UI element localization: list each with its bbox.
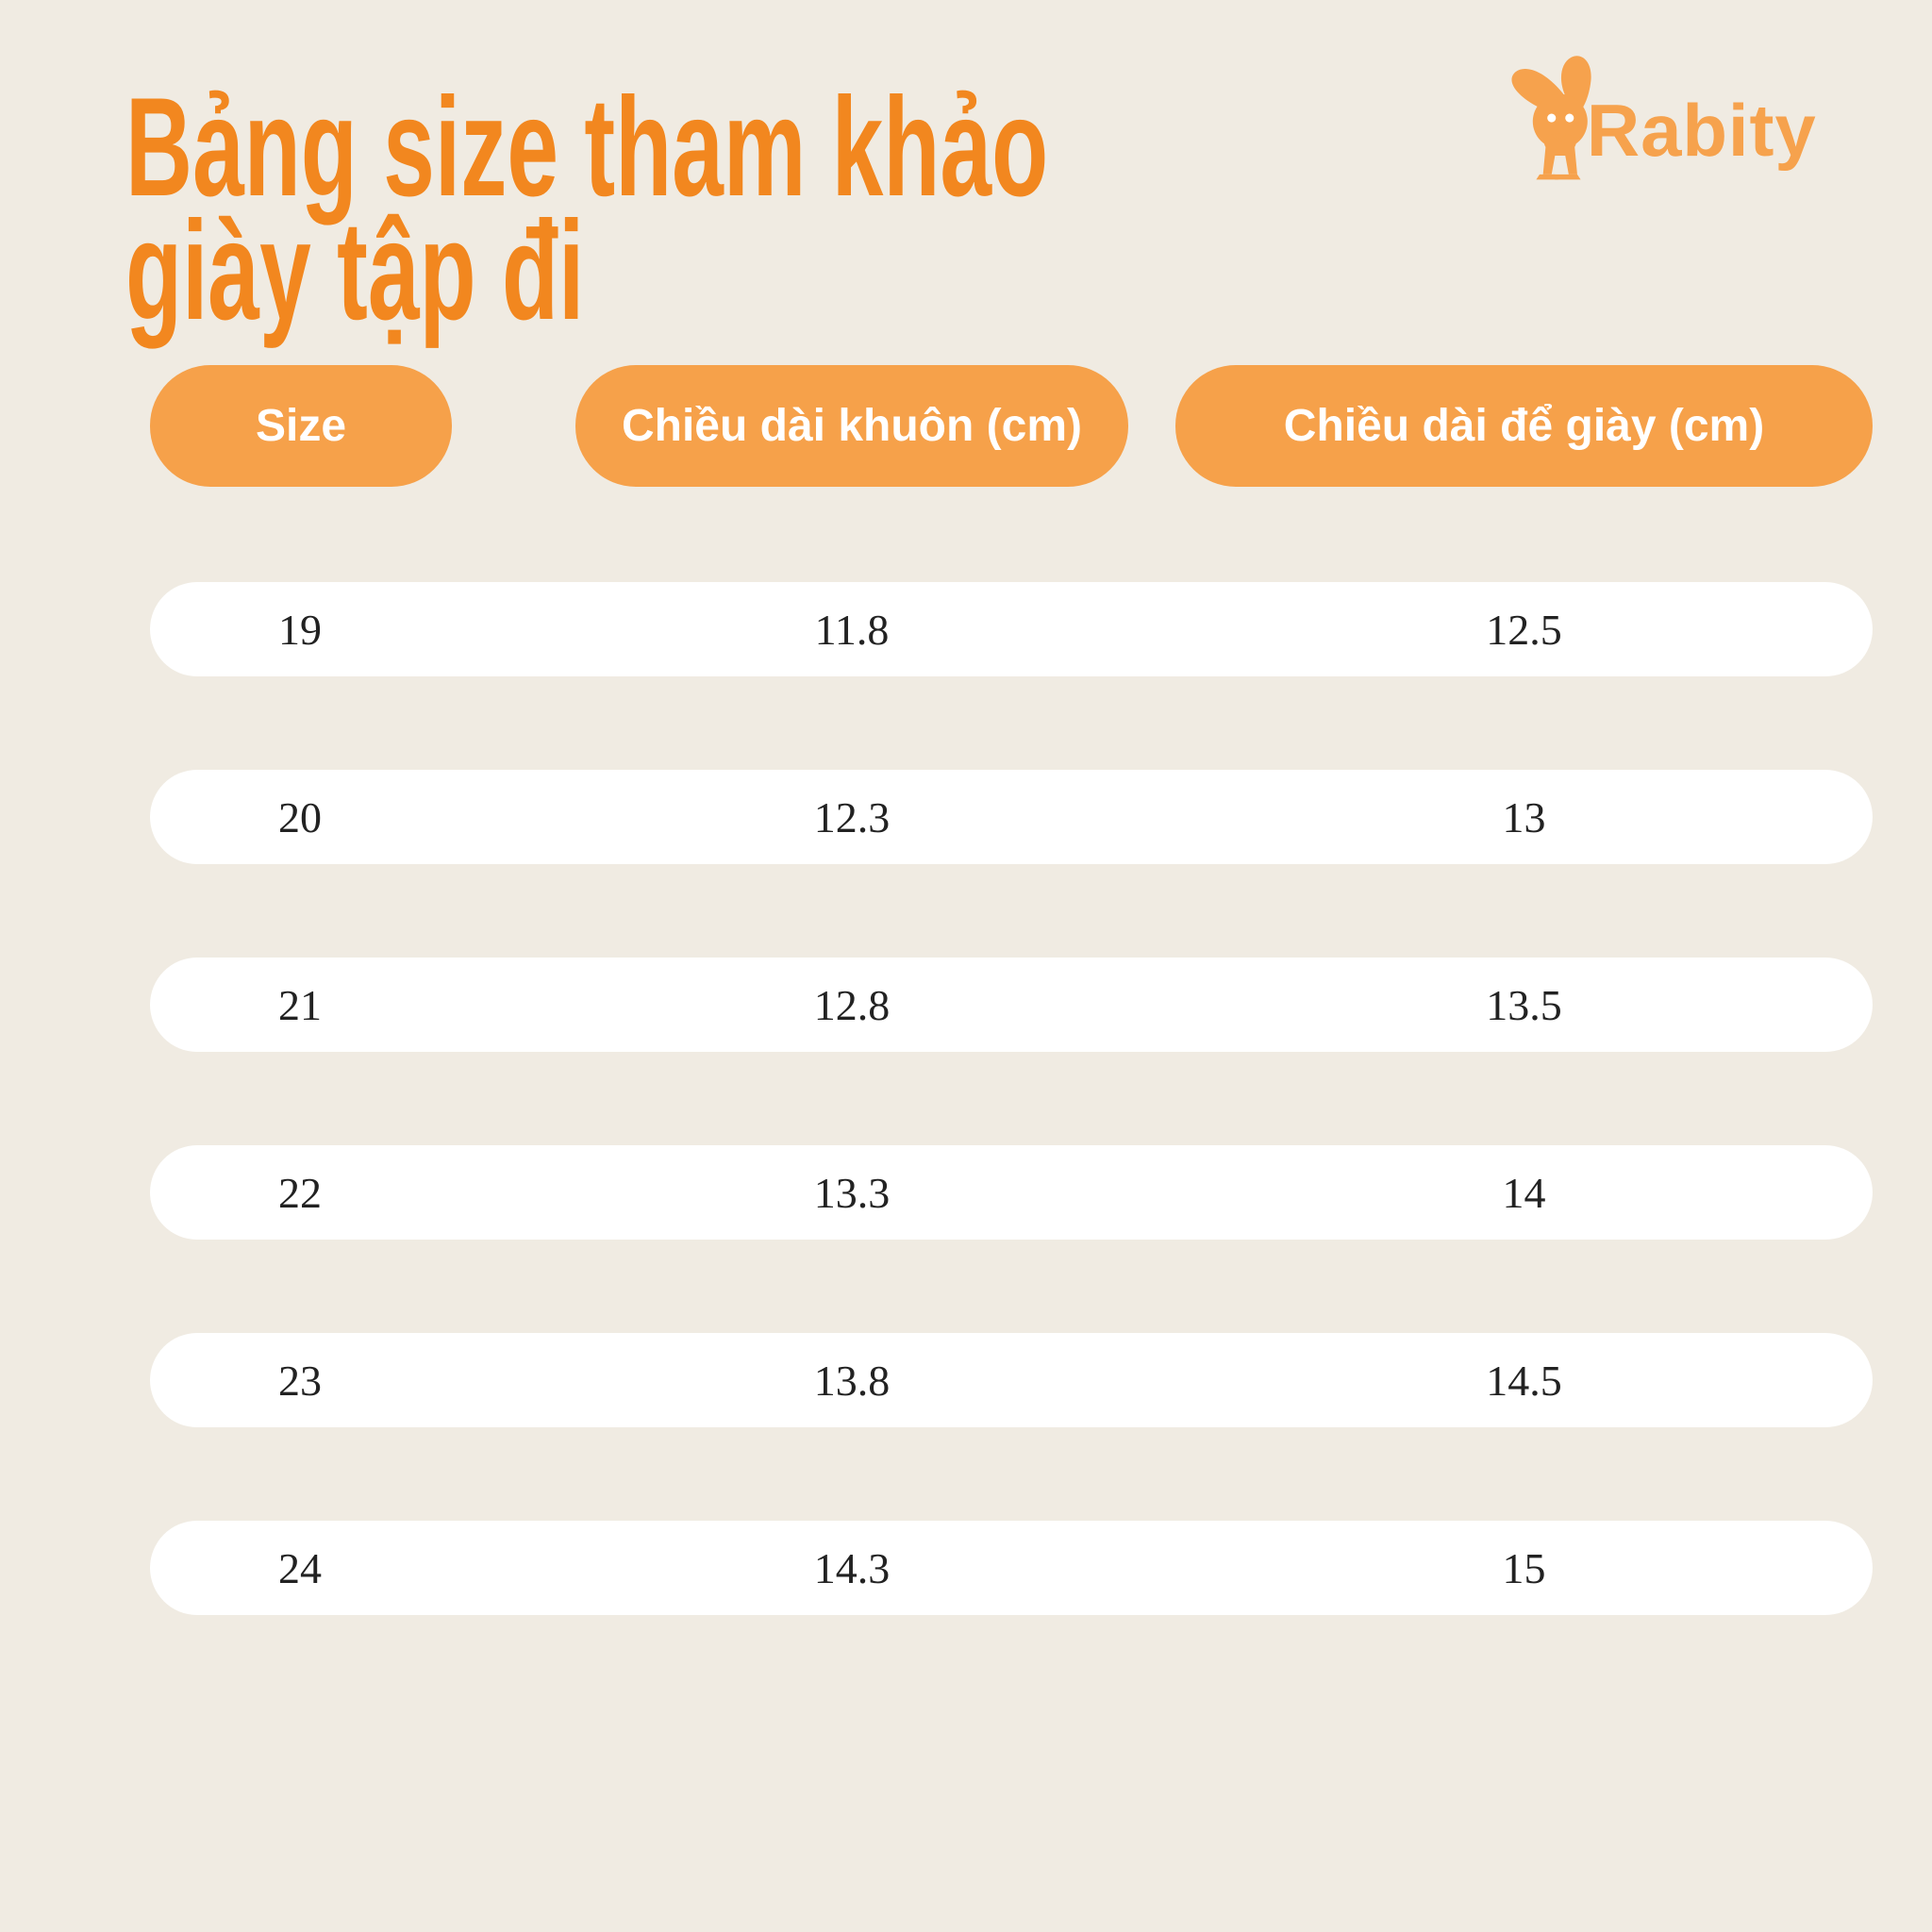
svg-text:Rabity: Rabity xyxy=(1587,89,1817,172)
